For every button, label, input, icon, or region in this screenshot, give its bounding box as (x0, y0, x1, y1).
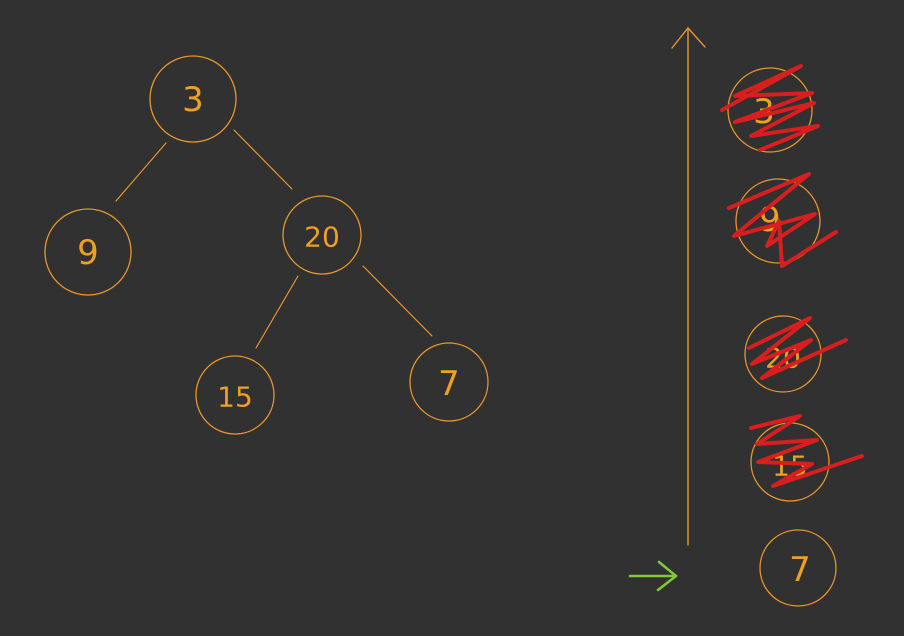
stack-item: 20 (744, 315, 848, 393)
arrow-right-icon (628, 560, 678, 592)
tree-node-right-right: 7 (409, 342, 489, 422)
stack-item-label: 7 (789, 550, 811, 590)
edge-3-9 (115, 142, 167, 202)
edge-20-7 (362, 265, 433, 337)
tree-node-label: 15 (217, 381, 253, 414)
tree-node-root-right: 20 (282, 195, 362, 275)
stack-column: 3 9 20 15 7 (628, 26, 864, 607)
tree-node-label: 20 (304, 221, 340, 254)
cross-out-scribble (720, 64, 820, 152)
arrow-up-icon (671, 26, 706, 546)
binary-tree: 3 9 20 15 7 (44, 55, 489, 435)
tree-node-label: 7 (438, 364, 460, 404)
stack-item: 9 (727, 172, 838, 268)
tree-node-right-left: 15 (195, 355, 275, 435)
cross-out-scribble (727, 172, 838, 268)
cross-out-scribble (749, 414, 864, 488)
tree-node-label: 9 (77, 233, 99, 273)
stack-item: 15 (749, 414, 864, 502)
tree-node-root-left: 9 (44, 208, 132, 296)
tree-node-label: 3 (182, 80, 204, 120)
stack-item-current: 7 (759, 529, 837, 607)
tree-node-root: 3 (149, 55, 237, 143)
stack-item: 3 (720, 64, 820, 153)
edge-20-15 (255, 275, 299, 349)
edge-3-20 (233, 129, 293, 190)
cross-out-scribble (747, 316, 848, 380)
